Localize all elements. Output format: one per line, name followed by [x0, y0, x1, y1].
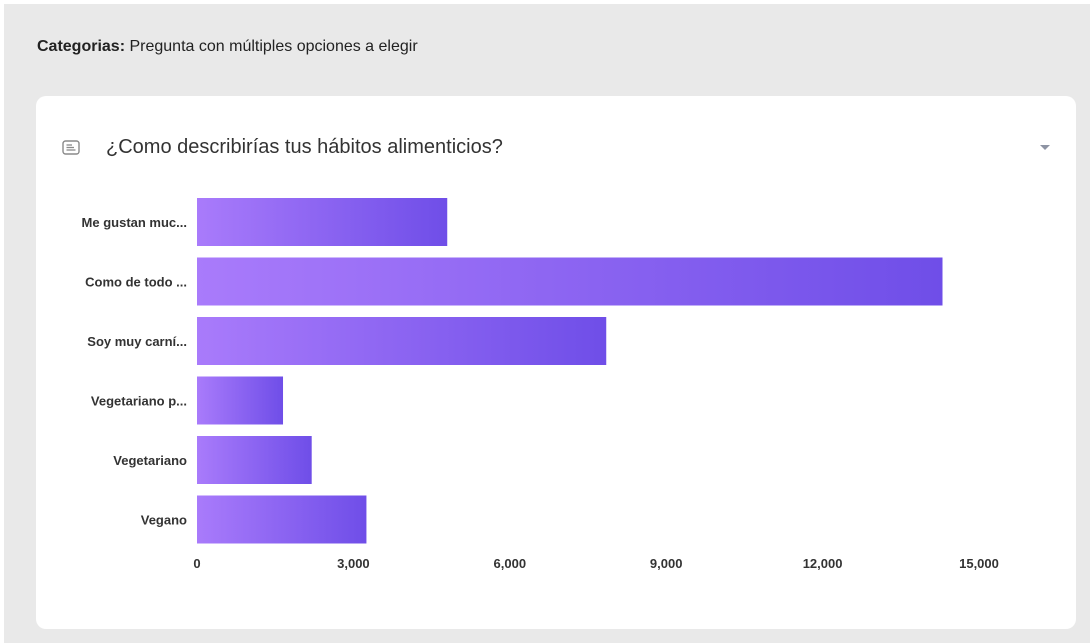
category-header: Categorias: Pregunta con múltiples opcio…: [37, 38, 418, 56]
category-description: Pregunta con múltiples opciones a elegir: [129, 38, 418, 55]
x-axis-ticks: 0 3,000 6,000 9,000 12,000 15,000: [193, 556, 999, 571]
category-label: Vegetariano: [113, 453, 187, 468]
x-tick-label: 0: [193, 556, 200, 571]
x-tick-label: 3,000: [337, 556, 370, 571]
category-label: Categorias:: [37, 38, 126, 55]
question-card: ¿Como describirías tus hábitos alimentic…: [36, 96, 1076, 629]
category-label: Soy muy carní...: [87, 334, 187, 349]
x-tick-label: 12,000: [803, 556, 843, 571]
x-tick-label: 15,000: [959, 556, 999, 571]
caret-down-icon[interactable]: [1038, 142, 1052, 152]
category-label: Vegetariano p...: [91, 394, 187, 409]
category-labels: Me gustan muc... Como de todo ... Soy muy …: [82, 215, 188, 528]
survey-panel: Categorias: Pregunta con múltiples opcio…: [4, 4, 1090, 643]
bar[interactable]: [197, 257, 943, 306]
bars: [197, 198, 943, 544]
bar-chart: Me gustan muc... Como de todo ... Soy muy …: [82, 198, 999, 571]
bar[interactable]: [197, 317, 607, 365]
category-label: Me gustan muc...: [82, 215, 187, 230]
question-title: ¿Como describirías tus hábitos alimentic…: [106, 136, 503, 158]
category-label: Vegano: [141, 513, 187, 528]
bar[interactable]: [197, 376, 284, 425]
bar[interactable]: [197, 436, 312, 484]
text-lines-icon: [62, 140, 80, 155]
bar[interactable]: [197, 198, 448, 246]
x-tick-label: 6,000: [494, 556, 527, 571]
category-label: Como de todo ...: [85, 275, 187, 290]
bar[interactable]: [197, 495, 367, 544]
x-tick-label: 9,000: [650, 556, 683, 571]
